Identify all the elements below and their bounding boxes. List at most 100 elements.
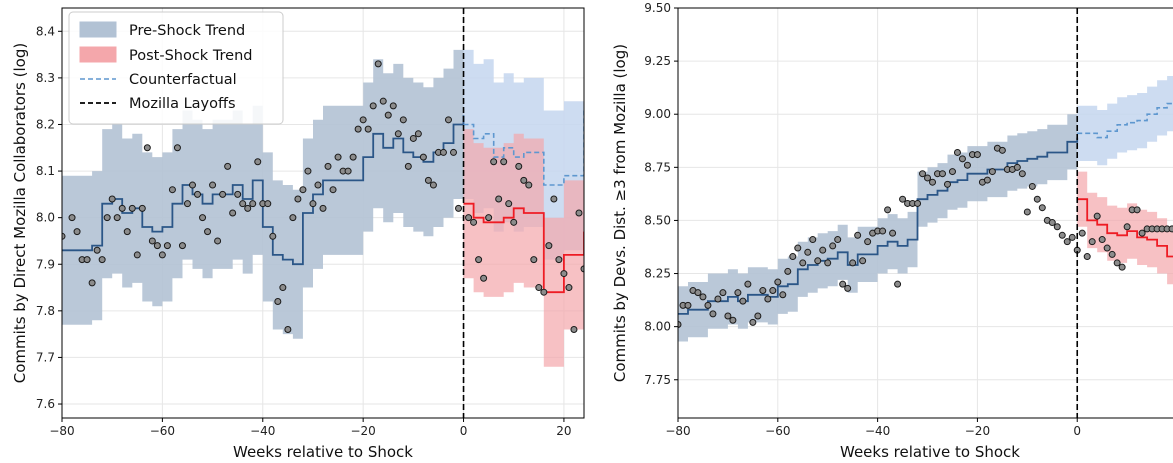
left-x-tick-label: −80 bbox=[49, 424, 74, 438]
right-data-point bbox=[1113, 259, 1121, 267]
left-data-point bbox=[409, 134, 417, 142]
left-data-point bbox=[540, 288, 548, 296]
right-data-point bbox=[699, 293, 707, 301]
left-data-point bbox=[309, 200, 317, 208]
right-y-axis: 7.75 8.00 8.25 8.50 8.75 9.00 9.25 9.50 bbox=[644, 1, 678, 387]
left-y-tick-label: 8.0 bbox=[36, 211, 55, 225]
left-data-point bbox=[113, 214, 121, 222]
left-data-point bbox=[490, 158, 498, 166]
right-data-point bbox=[1123, 223, 1131, 231]
left-data-point bbox=[133, 251, 141, 259]
right-data-point bbox=[953, 148, 961, 156]
left-data-point bbox=[500, 158, 508, 166]
left-data-point bbox=[229, 209, 237, 217]
right-data-point bbox=[958, 155, 966, 163]
left-data-point bbox=[148, 237, 156, 245]
right-data-point bbox=[854, 231, 862, 239]
legend-pre-shock-swatch bbox=[79, 21, 117, 38]
right-data-point bbox=[678, 321, 682, 329]
left-data-point bbox=[439, 148, 447, 156]
left-data-point bbox=[485, 214, 493, 222]
right-y-tick-label: 8.25 bbox=[644, 267, 671, 281]
right-data-point bbox=[894, 280, 902, 288]
left-x-tick-label: −60 bbox=[150, 424, 175, 438]
right-data-point bbox=[749, 318, 757, 326]
left-data-point bbox=[364, 125, 372, 133]
left-data-point bbox=[163, 242, 171, 250]
right-data-point bbox=[759, 287, 767, 295]
left-data-point bbox=[450, 148, 457, 156]
left-data-point bbox=[470, 218, 478, 226]
left-data-point bbox=[324, 162, 332, 170]
right-data-point bbox=[948, 168, 956, 176]
left-data-point bbox=[444, 116, 452, 124]
left-y-tick-label: 8.2 bbox=[36, 117, 55, 131]
right-data-point bbox=[804, 248, 812, 256]
right-data-point bbox=[839, 280, 847, 288]
left-data-point bbox=[158, 251, 166, 259]
right-y-tick-label: 8.75 bbox=[644, 160, 671, 174]
left-data-point bbox=[194, 190, 202, 198]
right-data-point bbox=[1033, 195, 1041, 203]
right-data-point bbox=[1088, 238, 1096, 246]
left-data-point bbox=[520, 176, 528, 184]
right-data-point bbox=[938, 170, 946, 178]
left-data-point bbox=[299, 186, 307, 194]
left-data-point bbox=[565, 284, 573, 292]
left-data-point bbox=[319, 204, 327, 212]
left-data-point bbox=[73, 228, 81, 236]
left-y-tick-label: 7.7 bbox=[36, 350, 55, 364]
right-data-point bbox=[1028, 182, 1036, 190]
right-data-point bbox=[704, 301, 712, 309]
right-data-point bbox=[864, 238, 872, 246]
right-data-point bbox=[834, 236, 842, 244]
left-data-point bbox=[219, 190, 227, 198]
left-data-point bbox=[173, 144, 181, 152]
right-x-axis: −80 −60 −40 −20 0 bbox=[665, 418, 1081, 438]
right-data-point bbox=[1133, 206, 1141, 214]
left-axes-frame bbox=[61, 7, 585, 419]
right-data-point bbox=[859, 257, 867, 265]
right-data-point bbox=[1053, 223, 1061, 231]
left-data-point bbox=[359, 116, 367, 124]
left-counterfactual-line bbox=[463, 110, 584, 186]
right-y-tick-label: 8.50 bbox=[644, 213, 671, 227]
left-data-point bbox=[329, 186, 337, 194]
left-data-point bbox=[429, 181, 437, 189]
left-data-point bbox=[314, 181, 322, 189]
left-data-point bbox=[68, 214, 76, 222]
left-data-point bbox=[189, 181, 196, 189]
left-data-point bbox=[178, 242, 186, 250]
legend-frame bbox=[68, 11, 284, 125]
right-data-point bbox=[709, 310, 717, 318]
left-data-point bbox=[480, 274, 488, 282]
left-data-point bbox=[244, 204, 252, 212]
right-data-point bbox=[789, 253, 797, 261]
right-data-point bbox=[1018, 170, 1026, 178]
right-counterfactual-band bbox=[1077, 76, 1173, 166]
left-data-point bbox=[349, 153, 357, 161]
left-data-point bbox=[334, 153, 342, 161]
left-data-point bbox=[224, 162, 232, 170]
right-data-point bbox=[849, 259, 857, 267]
right-data-point bbox=[719, 289, 727, 297]
left-data-point bbox=[199, 214, 207, 222]
right-counterfactual-line bbox=[1077, 102, 1173, 139]
left-y-tick-label: 7.8 bbox=[36, 304, 55, 318]
left-data-point bbox=[535, 284, 543, 292]
right-data-point bbox=[844, 284, 852, 292]
left-data-point bbox=[580, 265, 584, 273]
left-data-point bbox=[118, 204, 126, 212]
right-pre-shock-trend-line bbox=[678, 137, 1079, 315]
left-data-point bbox=[545, 242, 553, 250]
left-data-point bbox=[379, 97, 387, 105]
left-data-point bbox=[424, 176, 432, 184]
legend-post-shock-swatch bbox=[79, 46, 117, 63]
left-data-point bbox=[510, 218, 518, 226]
left-data-point bbox=[399, 116, 407, 124]
left-data-point bbox=[234, 190, 242, 198]
right-data-point bbox=[684, 301, 692, 309]
right-y-tick-label: 9.00 bbox=[644, 107, 671, 121]
left-data-point bbox=[128, 204, 136, 212]
right-data-point bbox=[1103, 244, 1111, 252]
